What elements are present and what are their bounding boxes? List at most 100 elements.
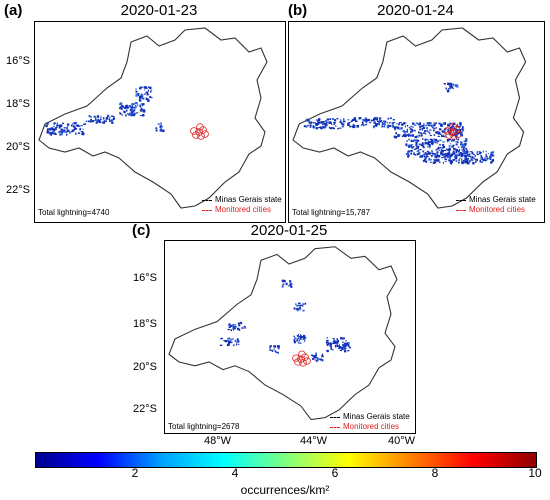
lightning-cell — [445, 153, 447, 155]
lightning-cell — [326, 123, 328, 127]
lightning-cell — [432, 141, 435, 144]
panel-b-legend: Minas Gerais state Monitored cities — [456, 195, 536, 215]
lightning-cell — [322, 121, 325, 123]
lightning-cell — [373, 121, 376, 124]
lightning-cell — [424, 152, 427, 154]
monitored-city-outline — [196, 123, 204, 131]
lightning-cell — [326, 337, 328, 339]
state-line-swatch — [456, 199, 466, 201]
lightning-cell — [394, 135, 398, 139]
lightning-cell — [459, 124, 462, 127]
lightning-cell — [423, 132, 426, 134]
lightning-cell — [455, 131, 459, 133]
lightning-cell — [303, 335, 306, 338]
lightning-cell — [238, 343, 240, 345]
lightning-cell — [456, 85, 459, 88]
lightning-cell — [450, 83, 452, 86]
lightning-cell — [113, 116, 115, 118]
lightning-cell — [416, 150, 418, 152]
lightning-cell — [296, 307, 299, 310]
lightning-cell — [150, 89, 153, 91]
lightning-cell — [442, 150, 444, 153]
lightning-cell — [436, 151, 439, 154]
lightning-cell — [382, 120, 385, 123]
lightning-cell — [421, 142, 424, 145]
lightning-cell — [456, 154, 459, 156]
lightning-cell — [309, 124, 312, 127]
lightning-cell — [102, 117, 105, 120]
lightning-cell — [63, 131, 66, 133]
lightning-cell — [455, 150, 458, 154]
lightning-cell — [433, 138, 436, 141]
lightning-cell — [146, 87, 148, 89]
lightning-cell — [296, 339, 298, 342]
lightning-cell — [315, 352, 317, 355]
lightning-cell — [426, 142, 429, 145]
lightning-cell — [159, 129, 161, 132]
monitored-city-outline — [303, 357, 311, 365]
lightning-cell — [236, 339, 239, 341]
lightning-cell — [404, 131, 408, 133]
lightning-cell — [449, 157, 451, 159]
lightning-cell — [352, 119, 355, 121]
lightning-cell — [457, 138, 460, 140]
lightning-cell — [333, 121, 336, 124]
lightning-cell — [404, 134, 407, 137]
lightning-cell — [325, 121, 328, 123]
lightning-cell — [463, 140, 466, 142]
lightning-cell — [489, 155, 492, 159]
lightning-cell — [138, 94, 140, 97]
lightning-cell — [364, 124, 368, 126]
lightning-cell — [127, 113, 129, 115]
lightning-cell — [47, 130, 50, 133]
lightning-cell — [451, 83, 453, 85]
panel-c-map-svg — [168, 246, 398, 421]
lightning-cell — [299, 338, 302, 340]
lightning-cell — [303, 125, 307, 128]
lightning-cell — [339, 349, 342, 352]
lightning-cell — [80, 125, 83, 127]
lightning-cell — [305, 119, 307, 122]
panel-c-date: 2020-01-25 — [250, 222, 328, 239]
lightning-cell — [481, 158, 483, 160]
lightning-cell — [356, 125, 360, 128]
lightning-cell — [467, 153, 470, 156]
lightning-cell — [321, 355, 324, 358]
lightning-cell — [426, 139, 429, 141]
lightning-cell — [142, 103, 145, 106]
monitored-city-outline — [450, 132, 459, 140]
lightning-cell — [463, 156, 466, 158]
legend-cities: Monitored cities — [343, 422, 400, 431]
lightning-cell — [315, 122, 318, 126]
lightning-cell — [285, 282, 288, 286]
lightning-cell — [51, 131, 54, 135]
lightning-cell — [488, 157, 491, 159]
lightning-cell — [230, 329, 232, 332]
lightning-cell — [308, 121, 311, 124]
lightning-cell — [424, 158, 427, 161]
lightning-cell — [299, 304, 303, 306]
lightning-cell — [428, 122, 431, 125]
lightning-cell — [457, 146, 460, 148]
lightning-cell — [452, 144, 455, 146]
lightning-cell — [453, 127, 456, 130]
lightning-cell — [435, 138, 438, 142]
lightning-cell — [60, 128, 63, 130]
lightning-cell — [438, 154, 441, 158]
lightning-cell — [106, 115, 110, 118]
lightning-cell — [415, 142, 418, 144]
lightning-cell — [420, 134, 423, 137]
lightning-cell — [319, 358, 322, 360]
lightning-cell — [317, 121, 320, 124]
lightning-cell — [273, 348, 275, 350]
lightning-cell — [408, 133, 410, 136]
lightning-cell — [460, 141, 463, 144]
lightning-cell — [425, 138, 427, 141]
lightning-cell — [66, 127, 68, 130]
lightning-cell — [479, 152, 482, 154]
colorbar — [35, 452, 537, 468]
lightning-cell — [135, 93, 138, 96]
lightning-cell — [309, 121, 313, 124]
lightning-cell — [344, 344, 348, 347]
lightning-cell — [227, 328, 230, 330]
